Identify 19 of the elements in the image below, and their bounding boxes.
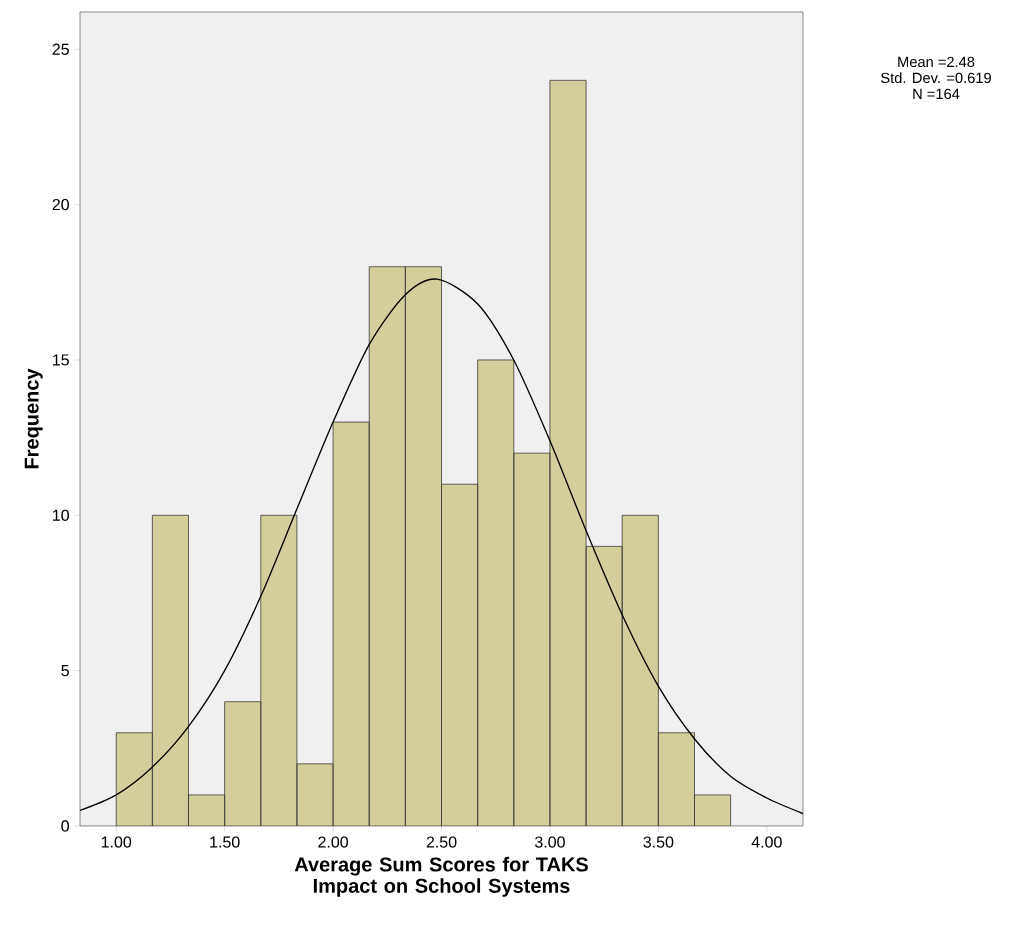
- y-tick-label: 20: [52, 198, 69, 211]
- x-tick-label: 1.00: [101, 836, 132, 848]
- x-tick-label: 1.50: [210, 836, 240, 848]
- y-axis-title: Frequency: [24, 368, 43, 469]
- x-tick-label: 3.00: [534, 836, 565, 848]
- x-tick-label: 2.00: [318, 836, 349, 848]
- line-series: [80, 278, 803, 815]
- text: N =164: [913, 88, 960, 100]
- x-axis-title: Average Sum Scores for TAKS Impact on School Systems: [294, 856, 588, 897]
- y-tick-label: 10: [53, 509, 69, 521]
- x-tick-label: 3.50: [643, 836, 674, 848]
- text: Std. Dev. =0.619: [881, 72, 991, 84]
- y-tick-label: 5: [61, 665, 69, 677]
- x-tick-label: 2.50: [426, 836, 457, 848]
- x-tick-label: 4.00: [751, 836, 782, 848]
- text: Mean =2.48: [898, 56, 975, 68]
- y-tick-label: 15: [53, 354, 69, 366]
- y-tick-label: 25: [52, 43, 69, 55]
- y-tick-label: 0: [61, 820, 69, 832]
